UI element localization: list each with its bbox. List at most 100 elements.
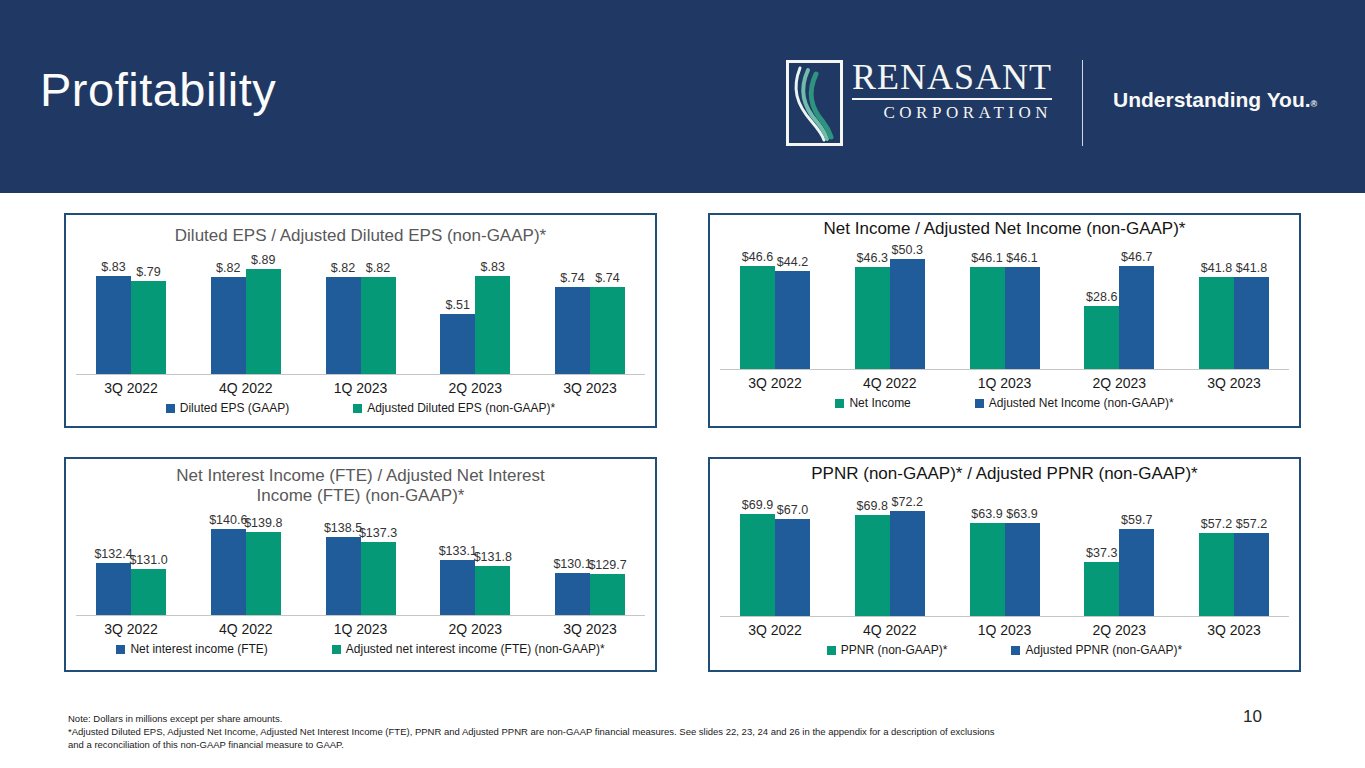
bar-group: $63.9$63.9 xyxy=(970,488,1040,616)
bar xyxy=(361,542,396,615)
bar-value-label: $138.5 xyxy=(324,521,362,535)
footnote-line: and a reconciliation of this non-GAAP fi… xyxy=(68,738,1198,751)
x-axis-line xyxy=(76,374,645,375)
bar-column: $46.6 xyxy=(740,243,775,369)
bar-column: $57.2 xyxy=(1199,488,1234,616)
tagline-text: Understanding You. xyxy=(1113,88,1311,111)
bar-column: $69.8 xyxy=(855,488,890,616)
legend-swatch-icon xyxy=(975,399,984,408)
bar-column: $46.3 xyxy=(855,243,890,369)
bar-group: $28.6$46.7 xyxy=(1084,243,1154,369)
x-axis-label: 2Q 2023 xyxy=(1084,622,1154,638)
legend-label: PPNR (non-GAAP)* xyxy=(841,643,948,657)
bar xyxy=(1005,523,1040,616)
x-axis-label: 1Q 2023 xyxy=(326,380,396,396)
renasant-leaf-logo-icon xyxy=(786,60,843,146)
x-axis-label: 1Q 2023 xyxy=(326,621,396,637)
brand-tagline: Understanding You.® xyxy=(1113,88,1317,112)
x-axis-label: 3Q 2023 xyxy=(555,621,625,637)
bar-group: $46.1$46.1 xyxy=(970,243,1040,369)
footnotes: Note: Dollars in millions except per sha… xyxy=(68,712,1198,751)
bar-column: $50.3 xyxy=(890,243,925,369)
bar-group: $46.3$50.3 xyxy=(855,243,925,369)
x-axis-labels: 3Q 20224Q 20221Q 20232Q 20233Q 2023 xyxy=(66,621,655,637)
chart-legend: Net interest income (FTE)Adjusted net in… xyxy=(66,642,655,656)
bar-group: $140.6$139.8 xyxy=(211,510,281,615)
bar-column: $140.6 xyxy=(211,510,246,615)
bar xyxy=(1234,533,1269,616)
bar-group: $133.1$131.8 xyxy=(440,510,510,615)
logo-rule xyxy=(852,98,1052,100)
bar-column: $139.8 xyxy=(246,510,281,615)
footnote-line: *Adjusted Diluted EPS, Adjusted Net Inco… xyxy=(68,725,1198,738)
bar-column: $.89 xyxy=(246,250,281,374)
x-axis-labels: 3Q 20224Q 20221Q 20232Q 20233Q 2023 xyxy=(710,622,1299,638)
registered-mark-icon: ® xyxy=(1311,99,1318,109)
bar xyxy=(970,267,1005,369)
bar-value-label: $.82 xyxy=(366,261,390,275)
chart-title: Net Interest Income (FTE) / Adjusted Net… xyxy=(66,466,655,506)
bar-value-label: $50.3 xyxy=(892,243,923,257)
bar xyxy=(246,269,281,374)
bar xyxy=(890,259,925,369)
bar-column: $137.3 xyxy=(361,510,396,615)
x-axis-label: 3Q 2022 xyxy=(96,621,166,637)
bar-value-label: $69.8 xyxy=(857,499,888,513)
x-axis-label: 2Q 2023 xyxy=(440,380,510,396)
bar-value-label: $41.8 xyxy=(1236,261,1267,275)
x-axis-label: 3Q 2023 xyxy=(1199,622,1269,638)
bar-column: $44.2 xyxy=(775,243,810,369)
bar-value-label: $132.4 xyxy=(94,547,132,561)
chart-net-income: Net Income / Adjusted Net Income (non-GA… xyxy=(708,213,1301,428)
bar xyxy=(970,523,1005,616)
footnote-line: Note: Dollars in millions except per sha… xyxy=(68,712,1198,725)
chart-legend: Net IncomeAdjusted Net Income (non-GAAP)… xyxy=(710,396,1299,410)
chart-title: Net Income / Adjusted Net Income (non-GA… xyxy=(710,219,1299,239)
chart-legend: PPNR (non-GAAP)*Adjusted PPNR (non-GAAP)… xyxy=(710,643,1299,657)
bar-value-label: $.74 xyxy=(560,271,584,285)
bar xyxy=(246,532,281,615)
bar-group: $130.1$129.7 xyxy=(555,510,625,615)
bar-group: $41.8$41.8 xyxy=(1199,243,1269,369)
bar-value-label: $.74 xyxy=(595,271,619,285)
bar-value-label: $46.1 xyxy=(971,251,1002,265)
x-axis-label: 4Q 2022 xyxy=(211,621,281,637)
bar xyxy=(775,519,810,616)
bar-column: $131.0 xyxy=(131,510,166,615)
bar-column: $.82 xyxy=(211,250,246,374)
bar-value-label: $67.0 xyxy=(777,503,808,517)
bar-value-label: $63.9 xyxy=(971,507,1002,521)
legend-swatch-icon xyxy=(827,646,836,655)
bar-column: $63.9 xyxy=(1005,488,1040,616)
slide: Profitability RENASANT CORPORATION Under… xyxy=(0,0,1365,768)
bar-group: $69.8 $72.2 xyxy=(855,488,925,616)
bar xyxy=(440,560,475,615)
x-axis-line xyxy=(720,616,1289,617)
bar-value-label: $72.2 xyxy=(892,495,923,509)
bar xyxy=(1005,267,1040,369)
bar-value-label: $133.1 xyxy=(439,544,477,558)
bar-group: $.74 $.74 xyxy=(555,250,625,374)
bar-column: $129.7 xyxy=(590,510,625,615)
bar-column: $72.2 xyxy=(890,488,925,616)
x-axis-label: 3Q 2022 xyxy=(740,375,810,391)
legend-swatch-icon xyxy=(835,399,844,408)
bar xyxy=(775,271,810,369)
bar-column: $57.2 xyxy=(1234,488,1269,616)
bar xyxy=(740,266,775,369)
bar-value-label: $131.8 xyxy=(474,550,512,564)
bar xyxy=(890,511,925,616)
legend-swatch-icon xyxy=(166,404,175,413)
bar-value-label: $69.9 xyxy=(742,498,773,512)
bar xyxy=(1084,562,1119,616)
x-axis-labels: 3Q 20224Q 20221Q 20232Q 20233Q 2023 xyxy=(710,375,1299,391)
legend-item: Net interest income (FTE) xyxy=(116,642,267,656)
bar-group: $138.5$137.3 xyxy=(326,510,396,615)
chart-legend: Diluted EPS (GAAP)Adjusted Diluted EPS (… xyxy=(66,401,655,415)
bar-group: $132.4$131.0 xyxy=(96,510,166,615)
bar-column: $63.9 xyxy=(970,488,1005,616)
bar-column: $41.8 xyxy=(1199,243,1234,369)
bar-group: $.82$.82 xyxy=(326,250,396,374)
chart-plot-area: $69.9$67.0$69.8$72.2$63.9$63.9$37.3$59.7… xyxy=(710,488,1299,616)
legend-swatch-icon xyxy=(332,645,341,654)
